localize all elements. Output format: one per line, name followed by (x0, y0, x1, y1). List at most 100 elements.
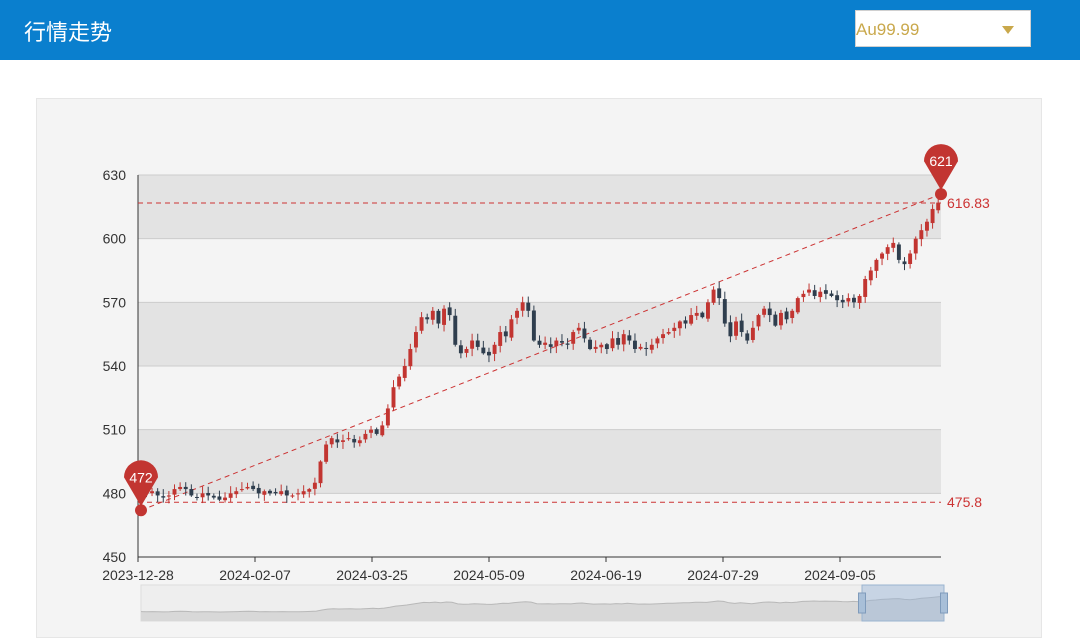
candle-body (391, 387, 396, 408)
symbol-select[interactable]: Au99.99 (855, 10, 1031, 47)
candle-body (599, 344, 604, 348)
chart-bands (138, 174, 941, 558)
y-tick-label: 510 (103, 422, 127, 438)
candle-body (812, 290, 817, 296)
x-tick-label: 2024-02-07 (219, 567, 291, 583)
candle-body (211, 495, 216, 498)
candle-body (632, 340, 637, 350)
candle-body (363, 433, 368, 440)
candle-body (762, 308, 767, 315)
candle-body (284, 490, 289, 496)
candle-body (172, 489, 177, 495)
candle-body (543, 342, 548, 345)
candle-body (150, 491, 155, 494)
candle-body (874, 259, 879, 271)
y-tick-label: 570 (103, 294, 127, 310)
candle-body (784, 311, 789, 320)
candle-body (924, 221, 929, 231)
y-tick-label: 600 (103, 231, 127, 247)
candle-body (554, 340, 559, 347)
candle-body (666, 332, 671, 334)
candle-body (576, 327, 581, 331)
candle-body (722, 299, 727, 324)
candle-body (694, 312, 699, 316)
candle-body (453, 315, 458, 345)
candle-body (908, 253, 913, 264)
candle-body (324, 444, 329, 462)
slider-handle-right[interactable] (940, 592, 948, 614)
candle-body (161, 496, 166, 498)
candle-body (296, 493, 301, 495)
candle-body (571, 332, 576, 344)
candle-body (778, 312, 783, 326)
candle-body (750, 327, 755, 340)
min-marker-dot (135, 504, 147, 517)
candle-body (515, 310, 520, 318)
candle-body (863, 278, 868, 297)
zoom-slider (140, 584, 948, 622)
candle-body (402, 366, 407, 378)
candle-body (262, 491, 267, 495)
candle-body (604, 344, 609, 350)
reference-lines: 616.83 475.8 (138, 193, 990, 511)
chart-band (138, 366, 941, 430)
x-tick-label: 2024-09-05 (804, 567, 876, 583)
candle-body (520, 302, 525, 311)
candle-body (582, 328, 587, 339)
candle-body (649, 344, 654, 350)
candle-body (531, 310, 536, 341)
candle-body (481, 347, 486, 354)
candle-body (267, 490, 272, 494)
candle-body (565, 343, 570, 345)
candle-body (790, 310, 795, 318)
candle-body (352, 438, 357, 443)
slider-handle-left[interactable] (858, 592, 866, 614)
y-tick-label: 630 (103, 167, 127, 183)
candle-body (734, 321, 739, 336)
candle-body (537, 340, 542, 345)
candle-body (593, 346, 598, 349)
candle-body (880, 253, 885, 259)
candle-body (559, 341, 564, 343)
candle-body (818, 291, 823, 298)
max-marker-label: 621 (929, 153, 953, 169)
chart-band (138, 493, 941, 557)
candle-body (183, 486, 188, 490)
candle-body (290, 495, 295, 497)
candle-body (279, 491, 284, 495)
candle-body (318, 461, 323, 484)
candle-body (419, 317, 424, 331)
candle-body (689, 315, 694, 324)
candle-body (458, 345, 463, 354)
candle-body (773, 314, 778, 326)
candle-body (425, 317, 430, 320)
candle-body (492, 344, 497, 354)
candle-body (795, 298, 800, 313)
upper-ref-label: 616.83 (947, 195, 990, 211)
candle-body (301, 491, 306, 495)
lower-ref-label: 475.8 (947, 494, 982, 510)
candle-body (644, 347, 649, 350)
candlesticks (138, 198, 941, 504)
candle-body (194, 496, 199, 498)
chart-band (138, 175, 941, 239)
candle-body (919, 230, 924, 240)
candle-body (661, 334, 666, 339)
candle-body (851, 297, 856, 303)
x-tick-label: 2024-03-25 (336, 567, 408, 583)
candle-body (374, 429, 379, 434)
candle-body (234, 491, 239, 495)
candle-body (548, 344, 553, 347)
candle-body (610, 338, 615, 349)
candle-body (705, 302, 710, 319)
caret-down-icon[interactable] (1002, 26, 1014, 34)
header-bar: 行情走势 Au99.99 (0, 0, 1080, 60)
candle-body (891, 242, 896, 248)
x-tick-label: 2024-06-19 (570, 567, 642, 583)
candle-body (728, 322, 733, 337)
candle-body (700, 312, 705, 318)
candle-body (200, 493, 205, 498)
candle-body (638, 346, 643, 349)
page-title: 行情走势 (24, 21, 113, 46)
